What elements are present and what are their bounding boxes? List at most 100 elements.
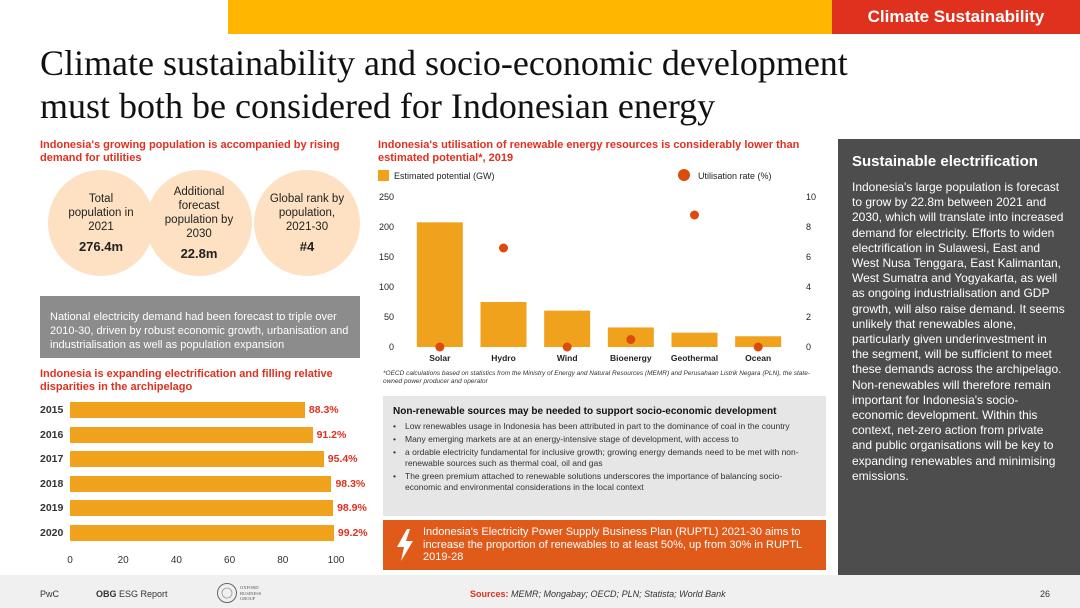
x-category-label: Geothermal	[671, 353, 718, 363]
list-item-text: Low renewables usage in Indonesia has be…	[405, 421, 790, 431]
sidebar-heading: Sustainable electrification	[852, 153, 1038, 170]
x-tick-label: 0	[67, 555, 73, 566]
lightning-bolt-icon	[397, 529, 413, 561]
x-category-label: Solar	[429, 353, 451, 363]
obg-logo-text: OXFORD BUSINESS GROUP	[240, 585, 262, 601]
x-category-label: Bioenergy	[610, 353, 652, 363]
y2-tick-label: 0	[806, 342, 811, 352]
circle-additional-population: Additional forecast population by 2030 2…	[146, 170, 252, 276]
circle-total-population: Total population in 2021 276.4m	[48, 170, 154, 276]
page-number: 26	[1040, 589, 1051, 599]
utilisation-point	[435, 342, 445, 352]
circle-label: Total population in 2021	[68, 193, 134, 233]
y-tick-label: 100	[379, 282, 394, 292]
top-bar-blank	[0, 0, 228, 34]
utilisation-point	[753, 342, 763, 352]
section-tag: Climate Sustainability	[832, 0, 1080, 34]
list-item-text: The green premium attached to renewable …	[405, 471, 783, 492]
bar	[544, 310, 591, 347]
top-accent-bar	[228, 0, 832, 34]
footer-sources: Sources: MEMR; Mongabay; OECD; PLN; Stat…	[470, 589, 726, 599]
circle-global-rank: Global rank by population, 2021-30 #4	[254, 170, 360, 276]
obg-logo: OXFORD BUSINESS GROUP	[216, 580, 276, 606]
list-item: • The green premium attached to renewable…	[393, 471, 816, 493]
y2-tick-label: 4	[806, 282, 811, 292]
renewables-footnote: *OECD calculations based on statistics f…	[383, 370, 811, 385]
nonrenewable-box: Non-renewable sources may be needed to s…	[383, 396, 826, 516]
sources-label: Sources:	[470, 589, 509, 599]
bullet-icon: •	[393, 471, 396, 481]
bar	[416, 222, 463, 347]
obg-logo-mark-icon	[217, 583, 237, 603]
electricity-demand-note: National electricity demand had been for…	[40, 296, 360, 358]
bar-value-label: 98.9%	[337, 502, 367, 515]
bar	[70, 525, 334, 541]
nonrenewable-heading: Non-renewable sources may be needed to s…	[393, 406, 777, 417]
bar-category-label: 2015	[40, 404, 64, 416]
bar-category-label: 2016	[40, 428, 64, 441]
list-item: • Low renewables usage in Indonesia has b…	[393, 421, 816, 432]
population-heading: Indonesia's growing population is accomp…	[40, 139, 340, 164]
bar-value-label: 99.2%	[337, 527, 368, 539]
ruptl-callout: Indonesia's Electricity Power Supply Bus…	[383, 520, 826, 570]
y2-tick-label: 10	[806, 192, 816, 202]
bar	[70, 426, 313, 443]
y-tick-label: 150	[379, 252, 394, 262]
legend-marker-utilisation	[678, 169, 690, 181]
circle-value: 22.8m	[180, 246, 218, 261]
bar	[671, 332, 718, 347]
title-line-1: Climate sustainability and socio-economi…	[40, 43, 848, 83]
list-item-text: a ordable electricity fundamental for in…	[405, 447, 799, 468]
bar-value-label: 88.3%	[308, 404, 339, 416]
circle-value: 276.4m	[78, 239, 124, 254]
x-tick-label: 60	[224, 555, 236, 566]
footer-report-bold: OBG	[96, 589, 117, 599]
bar-category-label: 2020	[40, 527, 64, 539]
utilisation-point	[499, 243, 508, 253]
y2-tick-label: 2	[806, 312, 811, 322]
bar	[480, 302, 527, 347]
bar-category-label: 2019	[40, 502, 64, 515]
bar	[70, 475, 332, 492]
bar-value-label: 98.3%	[335, 477, 366, 490]
x-category-label: Hydro	[491, 353, 516, 363]
bar-category-label: 2017	[40, 453, 64, 466]
y-tick-label: 50	[384, 312, 394, 322]
circle-value: #4	[299, 239, 315, 254]
page-title: Climate sustainability and socio-economi…	[40, 42, 1000, 128]
electrification-heading: Indonesia is expanding electrification a…	[40, 368, 333, 393]
ruptl-text: Indonesia's Electricity Power Supply Bus…	[423, 526, 802, 563]
bullet-icon: •	[393, 447, 396, 457]
sidebar-body: Indonesia's large population is forecast…	[852, 180, 1065, 483]
y2-tick-label: 6	[806, 252, 811, 262]
sidebar-panel: Sustainable electrification Indonesia's …	[838, 139, 1080, 575]
footer-bar	[0, 575, 1080, 608]
y-tick-label: 250	[379, 192, 394, 202]
utilisation-point	[562, 342, 572, 352]
utilisation-point	[626, 335, 636, 344]
footer-report-text: ESG Report	[116, 589, 168, 599]
x-tick-label: 100	[327, 555, 345, 566]
bar-category-label: 2018	[40, 477, 64, 490]
y2-tick-label: 8	[806, 222, 811, 232]
y-tick-label: 200	[379, 222, 394, 232]
x-tick-label: 80	[277, 555, 289, 566]
circle-label: Additional forecast population by 2030	[164, 186, 234, 240]
x-category-label: Ocean	[745, 353, 771, 363]
list-item: • Many emerging markets are at an energy-…	[393, 434, 816, 445]
y-tick-label: 0	[389, 342, 394, 352]
bullet-icon: •	[393, 421, 396, 431]
bar	[70, 451, 324, 468]
electrification-chart: 2015 88.3% 2016 91.2% 2017 95.4% 2018 98.3% 2019…	[40, 396, 380, 571]
utilisation-point	[690, 210, 699, 220]
sources-text: MEMR; Mongabay; OECD; PLN; Statista; Wor…	[511, 589, 726, 599]
legend-swatch-potential	[378, 170, 389, 181]
bar-value-label: 95.4%	[327, 453, 358, 466]
footer-pwc: PwC	[40, 589, 60, 599]
list-item: • a ordable electricity fundamental for i…	[393, 447, 816, 469]
list-item-text: Many emerging markets are at an energy-i…	[405, 434, 739, 444]
bar-value-label: 91.2%	[316, 428, 347, 441]
bar	[735, 336, 782, 347]
renewables-chart: Estimated potential (GW) Utilisation rate…	[378, 169, 816, 363]
circle-label: Global rank by population, 2021-30	[269, 193, 345, 233]
